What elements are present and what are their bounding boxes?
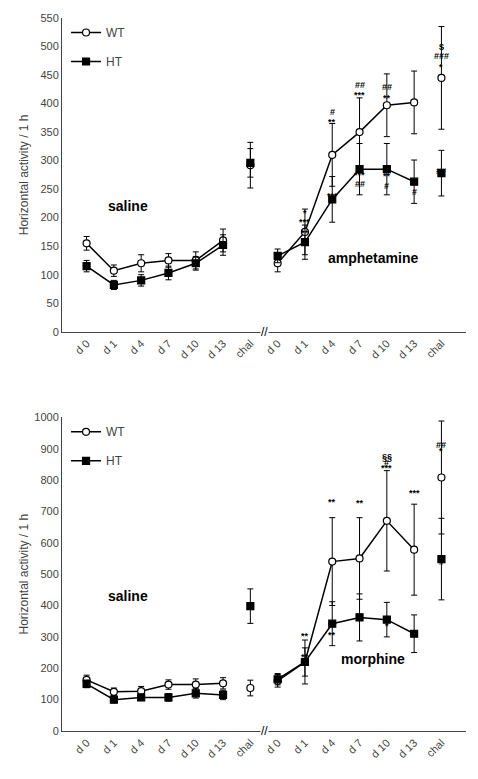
svg-text:d 7: d 7	[154, 737, 173, 756]
svg-text:**: **	[328, 630, 336, 640]
svg-text:500: 500	[40, 568, 58, 580]
svg-text:***: ***	[327, 191, 338, 201]
svg-text:**: **	[383, 171, 391, 181]
svg-text:d 13: d 13	[396, 337, 420, 361]
svg-text:500: 500	[40, 40, 58, 52]
svg-text:#: #	[439, 557, 444, 567]
svg-text://: //	[261, 325, 268, 339]
svg-text:chal: chal	[233, 737, 256, 760]
svg-text:550: 550	[40, 12, 58, 24]
svg-text:**: **	[410, 628, 418, 638]
svg-text:200: 200	[40, 211, 58, 223]
svg-text:#: #	[330, 107, 335, 117]
svg-text:*: *	[439, 62, 443, 72]
svg-text:0: 0	[53, 725, 59, 737]
svg-text:#: #	[384, 181, 389, 191]
svg-text:**: **	[356, 498, 364, 508]
svg-text:***: ***	[299, 217, 310, 227]
svg-text:350: 350	[40, 126, 58, 138]
svg-text:d 1: d 1	[100, 337, 119, 356]
svg-text:d 10: d 10	[369, 737, 393, 761]
svg-text:d 7: d 7	[346, 737, 365, 756]
svg-text:300: 300	[40, 631, 58, 643]
svg-text:100: 100	[40, 269, 58, 281]
svg-text:chal: chal	[424, 337, 447, 360]
svg-text:##: ##	[382, 82, 392, 92]
svg-text:d 4: d 4	[318, 337, 337, 356]
svg-text:##: ##	[436, 166, 446, 176]
svg-text:HT: HT	[106, 454, 123, 468]
svg-text:morphine: morphine	[341, 651, 405, 667]
svg-text:***: ***	[409, 488, 420, 498]
svg-text:d 13: d 13	[205, 337, 229, 361]
svg-text:1000: 1000	[34, 411, 58, 423]
svg-text:WT: WT	[106, 26, 125, 40]
svg-text:Horizontal activity / 1 h: Horizontal activity / 1 h	[17, 115, 31, 236]
svg-text:d 0: d 0	[73, 337, 92, 356]
svg-text:*: *	[303, 208, 307, 218]
svg-text:d 10: d 10	[177, 737, 201, 761]
svg-text:**: **	[328, 117, 336, 127]
svg-text:saline: saline	[108, 588, 148, 604]
svg-text:WT: WT	[106, 425, 125, 439]
svg-text:##: ##	[436, 440, 446, 450]
svg-text:d 13: d 13	[396, 737, 420, 761]
svg-text:§§: §§	[382, 452, 392, 462]
svg-text:**: **	[301, 658, 309, 668]
svg-text:d 0: d 0	[264, 737, 283, 756]
svg-text:#: #	[412, 187, 417, 197]
svg-text:**: **	[301, 652, 309, 662]
svg-text:d 4: d 4	[127, 737, 146, 756]
svg-text:*: *	[385, 621, 389, 631]
svg-text:**: **	[301, 228, 309, 238]
svg-text:700: 700	[40, 505, 58, 517]
svg-text:amphetamine: amphetamine	[328, 250, 418, 266]
svg-text:HT: HT	[106, 55, 123, 69]
svg-text:d 0: d 0	[264, 337, 283, 356]
svg-text:600: 600	[40, 537, 58, 549]
svg-text:300: 300	[40, 154, 58, 166]
svg-text:*: *	[412, 177, 416, 187]
svg-text:150: 150	[40, 240, 58, 252]
svg-text:50: 50	[47, 297, 59, 309]
svg-text:d 13: d 13	[205, 737, 229, 761]
svg-text:##: ##	[355, 80, 365, 90]
svg-text:***: ***	[354, 90, 365, 100]
svg-text:d 0: d 0	[73, 737, 92, 756]
svg-text:*: *	[439, 446, 443, 456]
svg-text:400: 400	[40, 599, 58, 611]
svg-text:$: $	[439, 42, 444, 52]
svg-text:###: ###	[434, 51, 449, 61]
svg-text:900: 900	[40, 443, 58, 455]
svg-text:d 7: d 7	[346, 337, 365, 356]
svg-text:d 1: d 1	[291, 337, 310, 356]
svg-text:d 1: d 1	[100, 737, 119, 756]
svg-text:chal: chal	[424, 737, 447, 760]
svg-text:***: ***	[381, 463, 392, 473]
svg-text:100: 100	[40, 693, 58, 705]
svg-text:chal: chal	[233, 337, 256, 360]
svg-text:450: 450	[40, 69, 58, 81]
svg-text:400: 400	[40, 97, 58, 109]
svg-text:d 4: d 4	[127, 337, 146, 356]
svg-text:***: ***	[354, 170, 365, 180]
svg-text://: //	[261, 724, 268, 738]
svg-text:200: 200	[40, 662, 58, 674]
svg-text:250: 250	[40, 183, 58, 195]
svg-text:**: **	[301, 631, 309, 641]
svg-text:d 7: d 7	[154, 337, 173, 356]
svg-text:d 10: d 10	[369, 337, 393, 361]
svg-text:Horizontal activity / 1 h: Horizontal activity / 1 h	[17, 514, 31, 635]
svg-text:0: 0	[53, 326, 59, 338]
svg-text:**: **	[383, 93, 391, 103]
svg-text:d 1: d 1	[291, 737, 310, 756]
svg-text:#: #	[384, 458, 389, 468]
svg-text:d 10: d 10	[177, 337, 201, 361]
svg-text:**: **	[328, 497, 336, 507]
svg-text:**: **	[356, 611, 364, 621]
svg-text:d 4: d 4	[318, 737, 337, 756]
svg-text:800: 800	[40, 474, 58, 486]
svg-text:##: ##	[355, 179, 365, 189]
svg-text:saline: saline	[108, 198, 148, 214]
